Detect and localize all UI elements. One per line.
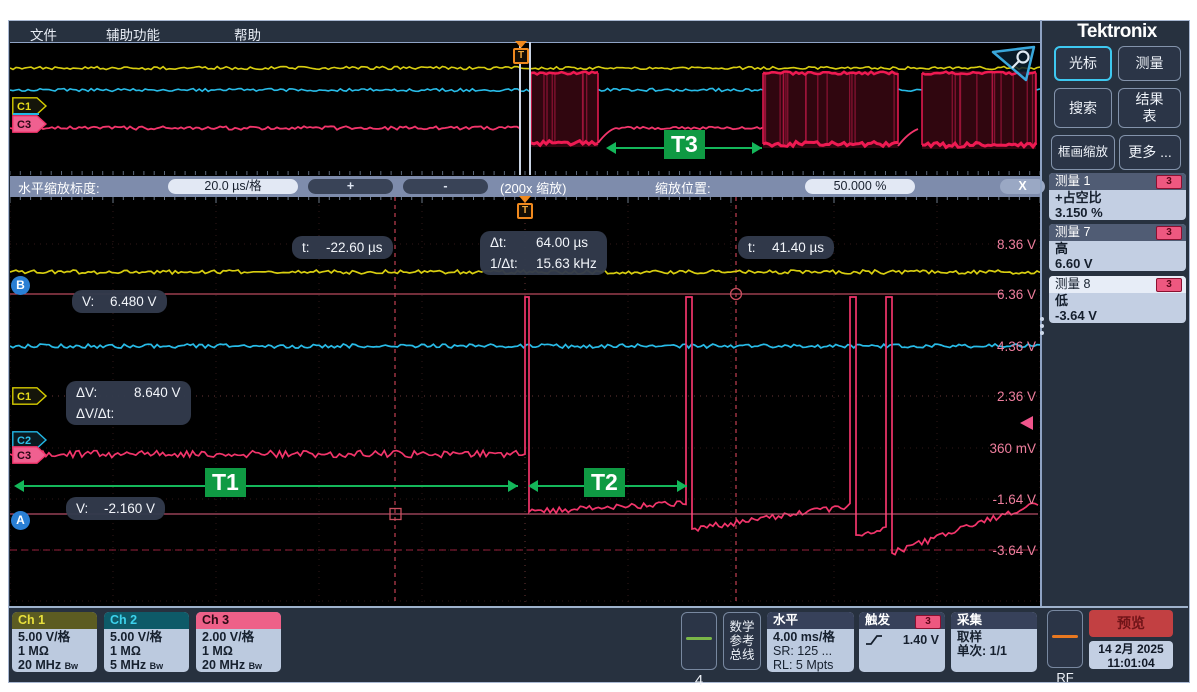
- results-table-button[interactable]: 结果 表: [1118, 88, 1181, 128]
- acquisition-badge[interactable]: 采集 取样 单次: 1/1: [951, 612, 1037, 672]
- channel1-badge[interactable]: Ch 1 5.00 V/格 1 MΩ 20 MHz Bw: [12, 612, 97, 672]
- overview-channel3-label[interactable]: C3: [12, 115, 48, 133]
- trigger-arrow-icon: [519, 196, 531, 203]
- channel1-label[interactable]: C1: [12, 387, 48, 405]
- oscilloscope-screen: 文件 辅助功能 帮助 T C1 C3 T3 水平缩放标度: 20.0 µs/格 …: [0, 0, 1197, 692]
- add-channel4-button[interactable]: 4: [681, 612, 717, 670]
- cursor-b-time-readout[interactable]: t: 41.40 µs: [738, 236, 834, 259]
- t2-arrowhead-right-icon: [677, 480, 687, 492]
- zoom-position-label: 缩放位置:: [655, 178, 711, 197]
- t1-arrow: [16, 485, 518, 487]
- svg-text:C1: C1: [17, 391, 31, 403]
- t2-arrowhead-left-icon: [528, 480, 538, 492]
- zoom-out-button[interactable]: -: [403, 179, 488, 194]
- cursor-dv-readout[interactable]: ΔV: 8.640 V ΔV/Δt:: [66, 381, 191, 425]
- t1-arrowhead-right-icon: [508, 480, 518, 492]
- rf-button[interactable]: RF: [1047, 610, 1083, 668]
- search-button[interactable]: 搜索: [1054, 88, 1112, 128]
- measure-button[interactable]: 测量: [1118, 46, 1181, 81]
- channel3-label[interactable]: C3: [12, 446, 48, 464]
- t1-label[interactable]: T1: [205, 468, 246, 497]
- trigger-level-arrow-icon[interactable]: [1020, 416, 1033, 430]
- more-button[interactable]: 更多 ...: [1119, 135, 1181, 170]
- panel-grip-icon[interactable]: [1040, 324, 1044, 328]
- rising-edge-icon: [865, 633, 883, 647]
- t2-label[interactable]: T2: [584, 468, 625, 497]
- axis-label-6: -1.64 V: [980, 492, 1036, 507]
- datetime-display[interactable]: 14 2月 2025 11:01:04: [1089, 641, 1173, 669]
- zoom-scale-value[interactable]: 20.0 µs/格: [168, 179, 298, 194]
- t1-arrowhead-left-icon: [14, 480, 24, 492]
- rf-color-icon: [1052, 635, 1078, 638]
- menu-file[interactable]: 文件: [30, 24, 57, 44]
- zoom-scale-bar: 水平缩放标度: 20.0 µs/格 + - (200x 缩放) 缩放位置: 50…: [10, 176, 1040, 197]
- t3-arrowhead-right-icon: [752, 142, 762, 154]
- panel-grip-icon[interactable]: [1040, 317, 1044, 321]
- cursor-v-bottom-readout[interactable]: V: -2.160 V: [66, 497, 165, 520]
- preview-status-badge: 预览: [1089, 610, 1173, 637]
- draw-zoom-button[interactable]: 框画缩放: [1051, 135, 1115, 170]
- zoom-position-value[interactable]: 50.000 %: [805, 179, 915, 194]
- source-badge: 3: [1156, 175, 1182, 189]
- trigger-source-badge: 3: [915, 615, 941, 629]
- main-trigger-marker[interactable]: T: [516, 196, 534, 219]
- cursor-a-badge[interactable]: A: [11, 511, 30, 530]
- panel-grip-icon[interactable]: [1040, 331, 1044, 335]
- zoom-magnifier-icon[interactable]: [990, 44, 1038, 84]
- cursor-v-top-readout[interactable]: V: 6.480 V: [72, 290, 167, 313]
- channel3-badge[interactable]: Ch 3 2.00 V/格 1 MΩ 20 MHz Bw: [196, 612, 281, 672]
- zoom-in-button[interactable]: +: [308, 179, 393, 194]
- zoom-factor-label: (200x 缩放): [500, 178, 566, 197]
- math-ref-bus-button[interactable]: 数学 参考 总线: [723, 612, 761, 670]
- svg-text:C3: C3: [17, 450, 31, 462]
- bottombar-divider: [8, 606, 1188, 608]
- axis-label-3: 4.36 V: [980, 339, 1036, 354]
- cursor-a-time-readout[interactable]: t: -22.60 µs: [292, 236, 393, 259]
- tektronix-logo: Tektronix: [1052, 21, 1182, 43]
- axis-label-2: 6.36 V: [980, 287, 1036, 302]
- axis-label-4: 2.36 V: [980, 389, 1036, 404]
- source-badge: 3: [1156, 278, 1182, 292]
- cursor-delta-readout[interactable]: Δt: 64.00 µs 1/Δt: 15.63 kHz: [480, 231, 607, 275]
- t3-label[interactable]: T3: [664, 130, 705, 159]
- measurement-card-8[interactable]: 测量 8 3 低 -3.64 V: [1049, 276, 1186, 323]
- zoom-scale-label: 水平缩放标度:: [18, 178, 100, 197]
- cursor-button[interactable]: 光标: [1054, 46, 1112, 81]
- channel4-color-icon: [686, 637, 712, 640]
- cursor-b-badge[interactable]: B: [11, 276, 30, 295]
- source-badge: 3: [1156, 226, 1182, 240]
- overview-trigger-marker[interactable]: T: [512, 41, 530, 64]
- t3-arrowhead-left-icon: [606, 142, 616, 154]
- channel2-badge[interactable]: Ch 2 5.00 V/格 1 MΩ 5 MHz Bw: [104, 612, 189, 672]
- menu-help[interactable]: 帮助: [234, 24, 261, 44]
- menu-utility[interactable]: 辅助功能: [106, 24, 160, 44]
- axis-label-7: -3.64 V: [980, 543, 1036, 558]
- measurement-card-1[interactable]: 测量 1 3 +占空比 3.150 %: [1049, 173, 1186, 220]
- sidebar-divider: [1040, 20, 1042, 606]
- zoom-close-button[interactable]: X: [1000, 179, 1045, 194]
- svg-text:C3: C3: [17, 119, 31, 131]
- measurement-card-7[interactable]: 测量 7 3 高 6.60 V: [1049, 224, 1186, 271]
- trigger-badge[interactable]: 触发 3 1.40 V: [859, 612, 945, 672]
- svg-text:C1: C1: [17, 101, 31, 113]
- axis-label-1: 8.36 V: [980, 237, 1036, 252]
- trigger-arrow-icon: [515, 41, 527, 48]
- horizontal-badge[interactable]: 水平 4.00 ms/格 SR: 125 ... RL: 5 Mpts: [767, 612, 854, 672]
- axis-label-5: 360 mV: [980, 441, 1036, 456]
